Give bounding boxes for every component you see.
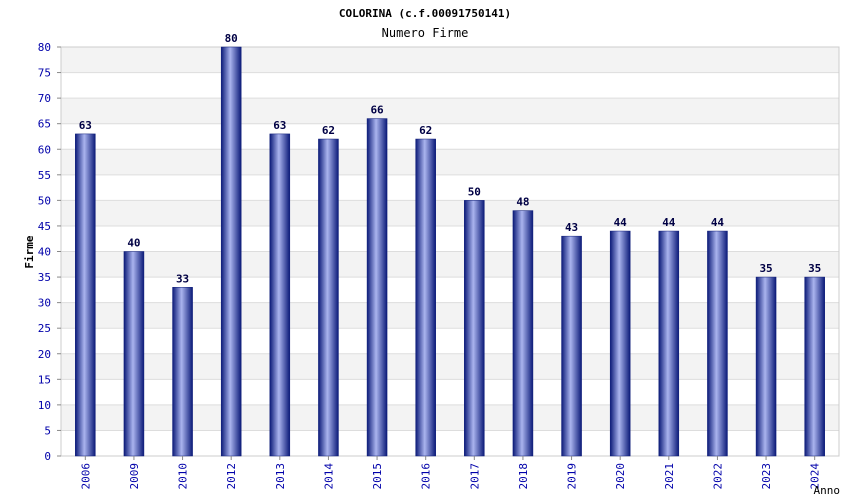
x-tick-label-2013: 2013 (274, 463, 287, 490)
bar-2018 (512, 210, 534, 457)
bar-2021 (658, 230, 680, 457)
bar-2012 (220, 46, 242, 457)
y-tick-label: 10 (38, 399, 51, 412)
data-label-2021: 44 (662, 216, 676, 229)
data-label-2009: 40 (127, 237, 140, 250)
data-label-2024: 35 (808, 262, 821, 275)
bar-2024 (804, 276, 825, 457)
bar-2006 (75, 133, 96, 457)
x-tick-label-2024: 2024 (809, 463, 822, 490)
x-tick-label-2020: 2020 (614, 463, 627, 490)
grid-band (61, 200, 839, 226)
x-tick-label-2012: 2012 (225, 463, 238, 490)
x-axis-label: Anno (814, 484, 841, 497)
x-tick-label-2017: 2017 (468, 463, 481, 490)
y-tick-label: 65 (38, 118, 51, 131)
data-label-2023: 35 (759, 262, 772, 275)
data-label-2017: 50 (468, 185, 481, 198)
data-label-2006: 63 (79, 119, 92, 132)
y-tick-label: 40 (38, 246, 51, 259)
data-label-2018: 48 (516, 196, 529, 209)
bar-2023 (755, 276, 777, 457)
grid-band (61, 174, 839, 201)
x-tick-label-2022: 2022 (711, 463, 724, 490)
bar-2009 (123, 251, 145, 457)
data-label-2019: 43 (565, 221, 578, 234)
data-label-2013: 63 (273, 119, 286, 132)
data-label-2014: 62 (322, 124, 335, 137)
chart-title: COLORINA (c.f.00091750141) (339, 7, 511, 20)
bar-2013 (269, 133, 291, 457)
y-tick-label: 70 (38, 92, 51, 105)
grid-band (61, 98, 839, 124)
x-tick-label-2015: 2015 (371, 463, 384, 490)
x-tick-label-2023: 2023 (760, 463, 773, 490)
y-axis-label: Firme (23, 235, 36, 268)
x-tick-label-2016: 2016 (420, 463, 433, 490)
y-tick-label: 0 (44, 450, 51, 463)
data-labels: 63 40 33 80 63 62 66 62 50 48 43 44 44 44 35 35 (79, 32, 822, 285)
bar-2015 (366, 118, 388, 457)
chart-subtitle: Numero Firme (382, 26, 469, 40)
bar-2016 (415, 138, 436, 457)
y-tick-label: 15 (38, 373, 51, 386)
y-tick-label: 30 (38, 297, 51, 310)
y-tick-label: 45 (38, 220, 51, 233)
grid-band (61, 47, 839, 73)
x-tick-label-2019: 2019 (566, 463, 579, 490)
x-axis-ticks: 2006 2009 2010 2012 2013 2014 2015 2016 2017 2018… (79, 456, 822, 490)
data-label-2020: 44 (614, 216, 628, 229)
x-tick-label-2021: 2021 (663, 463, 676, 490)
bar-2017 (464, 200, 485, 457)
x-tick-label-2010: 2010 (177, 463, 190, 490)
y-axis-ticks: 0 5 10 15 20 25 30 35 40 45 50 55 60 65 70 75 80 (38, 41, 61, 463)
x-tick-label-2018: 2018 (517, 463, 530, 490)
bar-2019 (561, 235, 582, 457)
bars (75, 46, 825, 457)
y-tick-label: 80 (38, 41, 51, 54)
y-tick-label: 35 (38, 271, 51, 284)
grid-band (61, 123, 839, 150)
y-tick-label: 25 (38, 322, 51, 335)
bar-2020 (609, 230, 631, 457)
data-label-2015: 66 (370, 104, 384, 117)
data-label-2022: 44 (711, 216, 725, 229)
x-tick-label-2014: 2014 (322, 463, 335, 490)
y-tick-label: 55 (38, 169, 51, 182)
x-tick-label-2006: 2006 (79, 463, 92, 490)
bar-2014 (318, 138, 339, 457)
y-tick-label: 50 (38, 194, 51, 207)
data-label-2016: 62 (419, 124, 432, 137)
grid-band (61, 72, 839, 99)
bar-2022 (707, 230, 728, 457)
x-tick-label-2009: 2009 (128, 463, 141, 490)
y-tick-label: 5 (44, 424, 51, 437)
y-tick-label: 60 (38, 143, 51, 156)
y-tick-label: 75 (38, 67, 51, 80)
data-label-2010: 33 (176, 272, 189, 285)
grid-band (61, 149, 839, 175)
y-tick-label: 20 (38, 348, 51, 361)
data-label-2012: 80 (225, 32, 238, 45)
bar-2010 (172, 287, 193, 457)
